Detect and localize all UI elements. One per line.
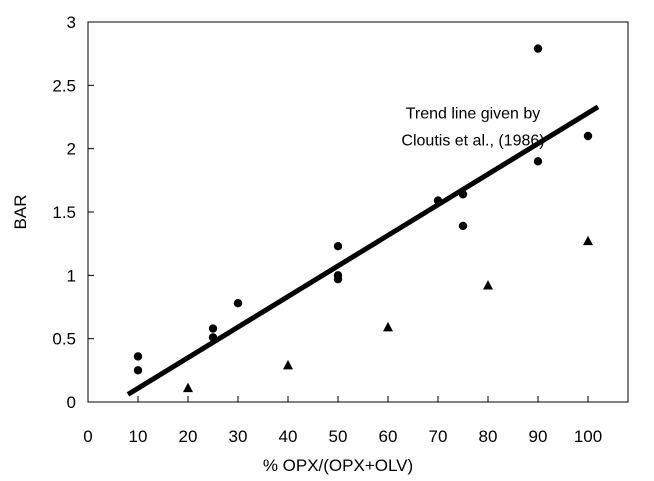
y-tick-label: 1 bbox=[67, 266, 76, 285]
circle-data-point bbox=[333, 242, 343, 251]
x-tick-label: 10 bbox=[129, 427, 148, 446]
triangle-data-point bbox=[283, 359, 293, 370]
y-tick-label: 0 bbox=[67, 393, 76, 412]
circle-data-point bbox=[233, 299, 243, 308]
y-tick-label: 3 bbox=[67, 13, 76, 32]
x-tick-label: 60 bbox=[379, 427, 398, 446]
circle-data-point bbox=[133, 352, 143, 361]
trend-line bbox=[126, 104, 600, 397]
x-tick-label: 80 bbox=[479, 427, 498, 446]
triangle-data-point bbox=[583, 235, 593, 246]
circle-data-point bbox=[208, 324, 218, 333]
triangle-data-point bbox=[483, 280, 493, 290]
y-tick-label: 2 bbox=[67, 140, 76, 159]
x-axis-title: % OPX/(OPX+OLV) bbox=[263, 456, 413, 475]
x-tick-label: 90 bbox=[529, 427, 548, 446]
annotation: Trend line given by Cloutis et al., (198… bbox=[401, 105, 544, 149]
circle-data-point bbox=[458, 190, 468, 199]
x-tick-label: 30 bbox=[229, 427, 248, 446]
triangle-data-point bbox=[183, 382, 193, 393]
annotation-line-1: Trend line given by bbox=[406, 105, 541, 122]
circle-data-point bbox=[533, 157, 543, 166]
triangle-data-point bbox=[383, 321, 393, 332]
circle-data-point bbox=[208, 333, 218, 342]
trend-line-group bbox=[126, 104, 600, 397]
circle-data-point bbox=[458, 221, 468, 231]
x-tick-label: 50 bbox=[329, 427, 348, 446]
y-axis-ticks: 0 0.5 1 1.5 2 2.5 3 bbox=[52, 13, 94, 412]
x-axis-ticks: 0 10 20 30 40 50 60 70 80 90 100 bbox=[83, 396, 602, 446]
x-tick-label: 40 bbox=[279, 427, 298, 446]
x-tick-label: 70 bbox=[429, 427, 448, 446]
y-tick-label: 2.5 bbox=[52, 76, 76, 95]
data-points bbox=[133, 44, 593, 393]
y-axis-title: BAR bbox=[11, 195, 30, 230]
annotation-line-2: Cloutis et al., (1986) bbox=[401, 132, 544, 149]
x-tick-label: 20 bbox=[179, 427, 198, 446]
x-tick-label: 0 bbox=[83, 427, 92, 446]
x-tick-label: 100 bbox=[574, 427, 602, 446]
circle-data-point bbox=[333, 274, 343, 284]
y-tick-label: 0.5 bbox=[52, 330, 76, 349]
y-tick-label: 1.5 bbox=[52, 203, 76, 222]
circle-data-point bbox=[583, 131, 593, 141]
circle-data-point bbox=[433, 196, 443, 205]
circle-data-point bbox=[133, 366, 143, 375]
circle-data-point bbox=[533, 44, 543, 53]
